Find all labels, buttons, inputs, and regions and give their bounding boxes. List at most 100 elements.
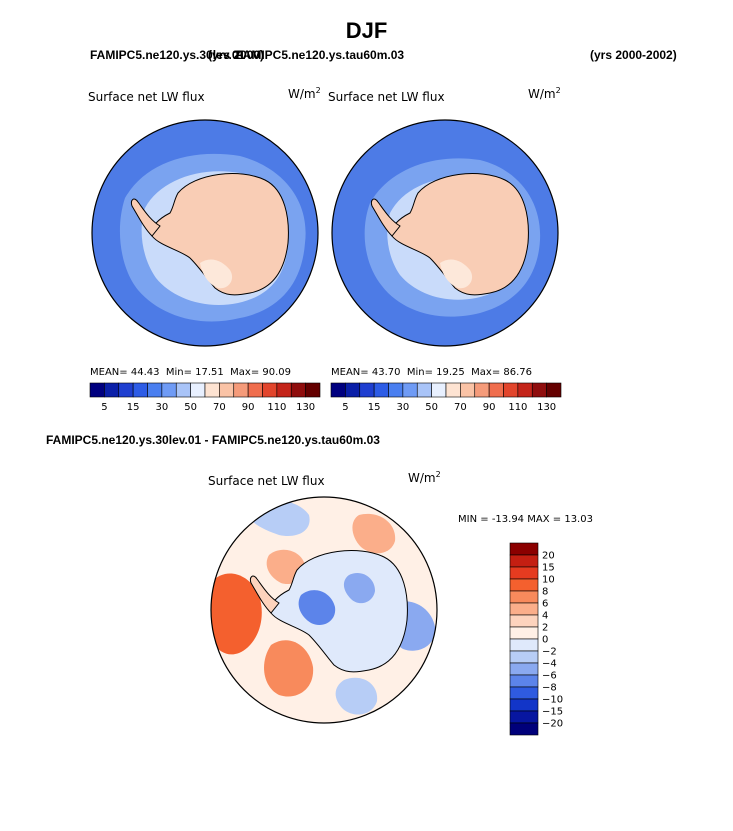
colorbar-tick-label: 50 [425, 402, 438, 413]
diff-colorbar-tick-label: 8 [542, 587, 548, 598]
colorbar-tick-label: 70 [213, 402, 226, 413]
panel1-max: 90.09 [262, 367, 292, 378]
colorbar-swatch [359, 382, 375, 398]
colorbar-tick-label: 110 [267, 402, 286, 413]
panel2-stats: MEAN= 43.70 Min= 19.25 Max= 86.76 [331, 367, 532, 378]
case1-name: FAMIPC5.ne120.ys.30lev.01 [90, 48, 246, 62]
colorbar-tick-label: 5 [101, 402, 107, 413]
case2-years: (yrs 2000-2002) [590, 48, 677, 62]
colorbar-tick-label: 15 [368, 402, 381, 413]
map-panel-1 [91, 119, 319, 347]
colorbar-swatch [204, 382, 220, 398]
ross-ice-shelf [440, 259, 473, 289]
colorbar-swatch [517, 382, 533, 398]
cool-anomaly [343, 572, 375, 604]
colorbar-swatch [104, 382, 120, 398]
diff-colorbar-tick-label: −2 [542, 647, 557, 658]
diff-max-label: MAX = [527, 514, 562, 525]
diff-colorbar-swatch [509, 710, 539, 724]
colorbar-swatch [503, 382, 519, 398]
colorbar-swatch [233, 382, 249, 398]
diff-units: W/m2 [408, 470, 441, 485]
colorbar-tick-label: 15 [127, 402, 140, 413]
colorbar-swatch [488, 382, 504, 398]
colorbar-swatch [445, 382, 461, 398]
colorbar-tick-label: 30 [397, 402, 410, 413]
warm-anomaly [211, 573, 262, 655]
panel1-min-label: Min= [165, 367, 192, 378]
diff-colorbar-swatch [509, 542, 539, 556]
colorbar-swatch [373, 382, 389, 398]
colorbar-swatch [175, 382, 191, 398]
colorbar-panel-1: 5 15 30 50 70 90 110 130 [89, 382, 321, 413]
colorbar-tick-label: 110 [508, 402, 527, 413]
map-diff [210, 496, 438, 724]
diff-colorbar-tick-label: 2 [542, 623, 548, 634]
colorbar-panel-2: 5 15 30 50 70 90 110 130 [330, 382, 562, 413]
panel1-mean-label: MEAN= [90, 367, 128, 378]
colorbar-swatch [330, 382, 346, 398]
colorbar-swatch [431, 382, 447, 398]
diff-colorbar-tick-label: 4 [542, 611, 548, 622]
panel1-field-label: Surface net LW flux [88, 90, 205, 104]
colorbar-tick-label: 30 [156, 402, 169, 413]
colorbar-tick-label: 70 [454, 402, 467, 413]
diff-colorbar-tick-label: −10 [542, 695, 563, 706]
colorbar-swatch [460, 382, 476, 398]
colorbar-tick-label: 90 [483, 402, 496, 413]
colorbar-tick-label: 90 [242, 402, 255, 413]
antarctica-diff [269, 550, 408, 673]
panel2-units-base: W/m [528, 87, 556, 101]
colorbar-tick-label: 130 [296, 402, 315, 413]
diff-colorbar-tick-label: 15 [542, 563, 555, 574]
panel1-stats: MEAN= 44.43 Min= 17.51 Max= 90.09 [90, 367, 291, 378]
warm-anomaly [352, 513, 396, 554]
colorbar-swatch [416, 382, 432, 398]
colorbar-tick-label: 5 [342, 402, 348, 413]
cool-anomaly [335, 677, 378, 715]
ross-ice-shelf [200, 259, 233, 289]
diff-colorbar-swatch [509, 686, 539, 700]
diff-colorbar-tick-label: −8 [542, 683, 557, 694]
diff-units-base: W/m [408, 471, 436, 485]
antarctic-peninsula [250, 575, 280, 614]
diff-colorbar-tick-label: −4 [542, 659, 557, 670]
panel2-units: W/m2 [528, 86, 561, 101]
panel1-units-exp: 2 [315, 86, 321, 95]
colorbar-swatch [118, 382, 134, 398]
colorbar-swatch [531, 382, 547, 398]
colorbar-swatch [247, 382, 263, 398]
diff-minmax: MIN = -13.94 MAX = 13.03 [458, 514, 593, 525]
colorbar-swatch [190, 382, 206, 398]
cool-anomaly [298, 590, 336, 626]
diff-colorbar-tick-label: 20 [542, 551, 555, 562]
diff-title: FAMIPC5.ne120.ys.30lev.01 - FAMIPC5.ne12… [46, 433, 380, 447]
diff-min-label: MIN = [458, 514, 489, 525]
panel2-mean: 43.70 [371, 367, 401, 378]
colorbar-tick-label: 50 [184, 402, 197, 413]
panel1-mean: 44.43 [130, 367, 160, 378]
colorbar-swatch [219, 382, 235, 398]
diff-colorbar-swatch [509, 722, 539, 736]
diff-colorbar-tick-label: 6 [542, 599, 548, 610]
antarctic-peninsula [371, 198, 401, 237]
colorbar-swatch [89, 382, 105, 398]
diff-colorbar-swatch [509, 554, 539, 568]
diff-field-label: Surface net LW flux [208, 474, 325, 488]
diff-colorbar-tick-label: 0 [542, 635, 548, 646]
antarctica-land [390, 173, 529, 296]
panel2-field-label: Surface net LW flux [328, 90, 445, 104]
colorbar-swatch [546, 382, 562, 398]
panel2-min: 19.25 [436, 367, 465, 378]
panel2-mean-label: MEAN= [331, 367, 369, 378]
diff-colorbar-swatch [509, 614, 539, 628]
colorbar-swatch [474, 382, 490, 398]
diff-colorbar-swatch [509, 602, 539, 616]
diff-colorbar-swatch [509, 590, 539, 604]
panel2-max-label: Max= [471, 367, 501, 378]
diff-units-exp: 2 [435, 470, 441, 479]
colorbar-swatch [388, 382, 404, 398]
diff-colorbar-swatch [509, 578, 539, 592]
diff-colorbar-swatch [509, 698, 539, 712]
